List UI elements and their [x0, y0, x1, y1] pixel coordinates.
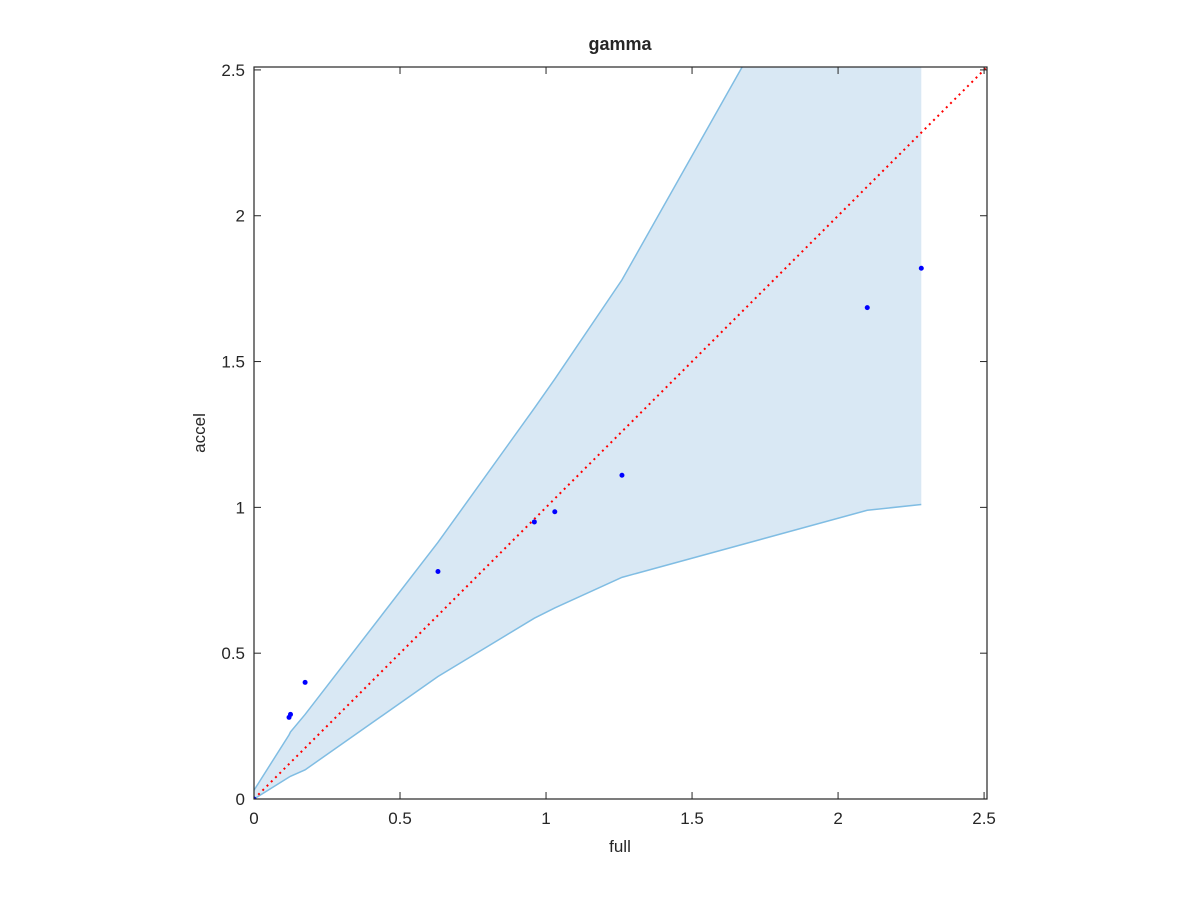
y-tick-label: 0: [236, 790, 245, 809]
point: [619, 472, 625, 478]
x-tick-label: 1: [541, 809, 550, 828]
x-tick-label: 2.5: [972, 809, 996, 828]
band-upper-edge: [254, 67, 744, 791]
y-tick-label: 1: [236, 498, 245, 517]
y-tick-label: 2.5: [221, 61, 245, 80]
point: [918, 265, 924, 271]
axes: 0 0.5 1 1.5 2 2.5 0 0.5 1 1.5 2 2.5: [221, 61, 996, 828]
y-tick-label: 2: [236, 207, 245, 226]
y-tick-label: 1.5: [221, 353, 245, 372]
x-axis-label: full: [609, 837, 631, 856]
x-tick-label: 2: [833, 809, 842, 828]
x-tick-label: 1.5: [680, 809, 704, 828]
x-tick-label: 0.5: [388, 809, 412, 828]
point: [302, 679, 308, 685]
chart-title: gamma: [588, 34, 652, 54]
axes-box: [253, 66, 988, 800]
point: [288, 711, 294, 717]
point: [254, 796, 257, 799]
band-lower-edge: [254, 503, 922, 799]
plot-area: [254, 67, 987, 799]
x-tick-label: 0: [249, 809, 258, 828]
point: [531, 519, 537, 525]
point: [552, 509, 558, 515]
y-tick-label: 0.5: [221, 644, 245, 663]
diagonal-line: [254, 67, 987, 799]
point: [435, 569, 441, 575]
band-fill: [254, 67, 922, 799]
y-axis-label: accel: [190, 413, 209, 453]
point: [864, 305, 870, 311]
